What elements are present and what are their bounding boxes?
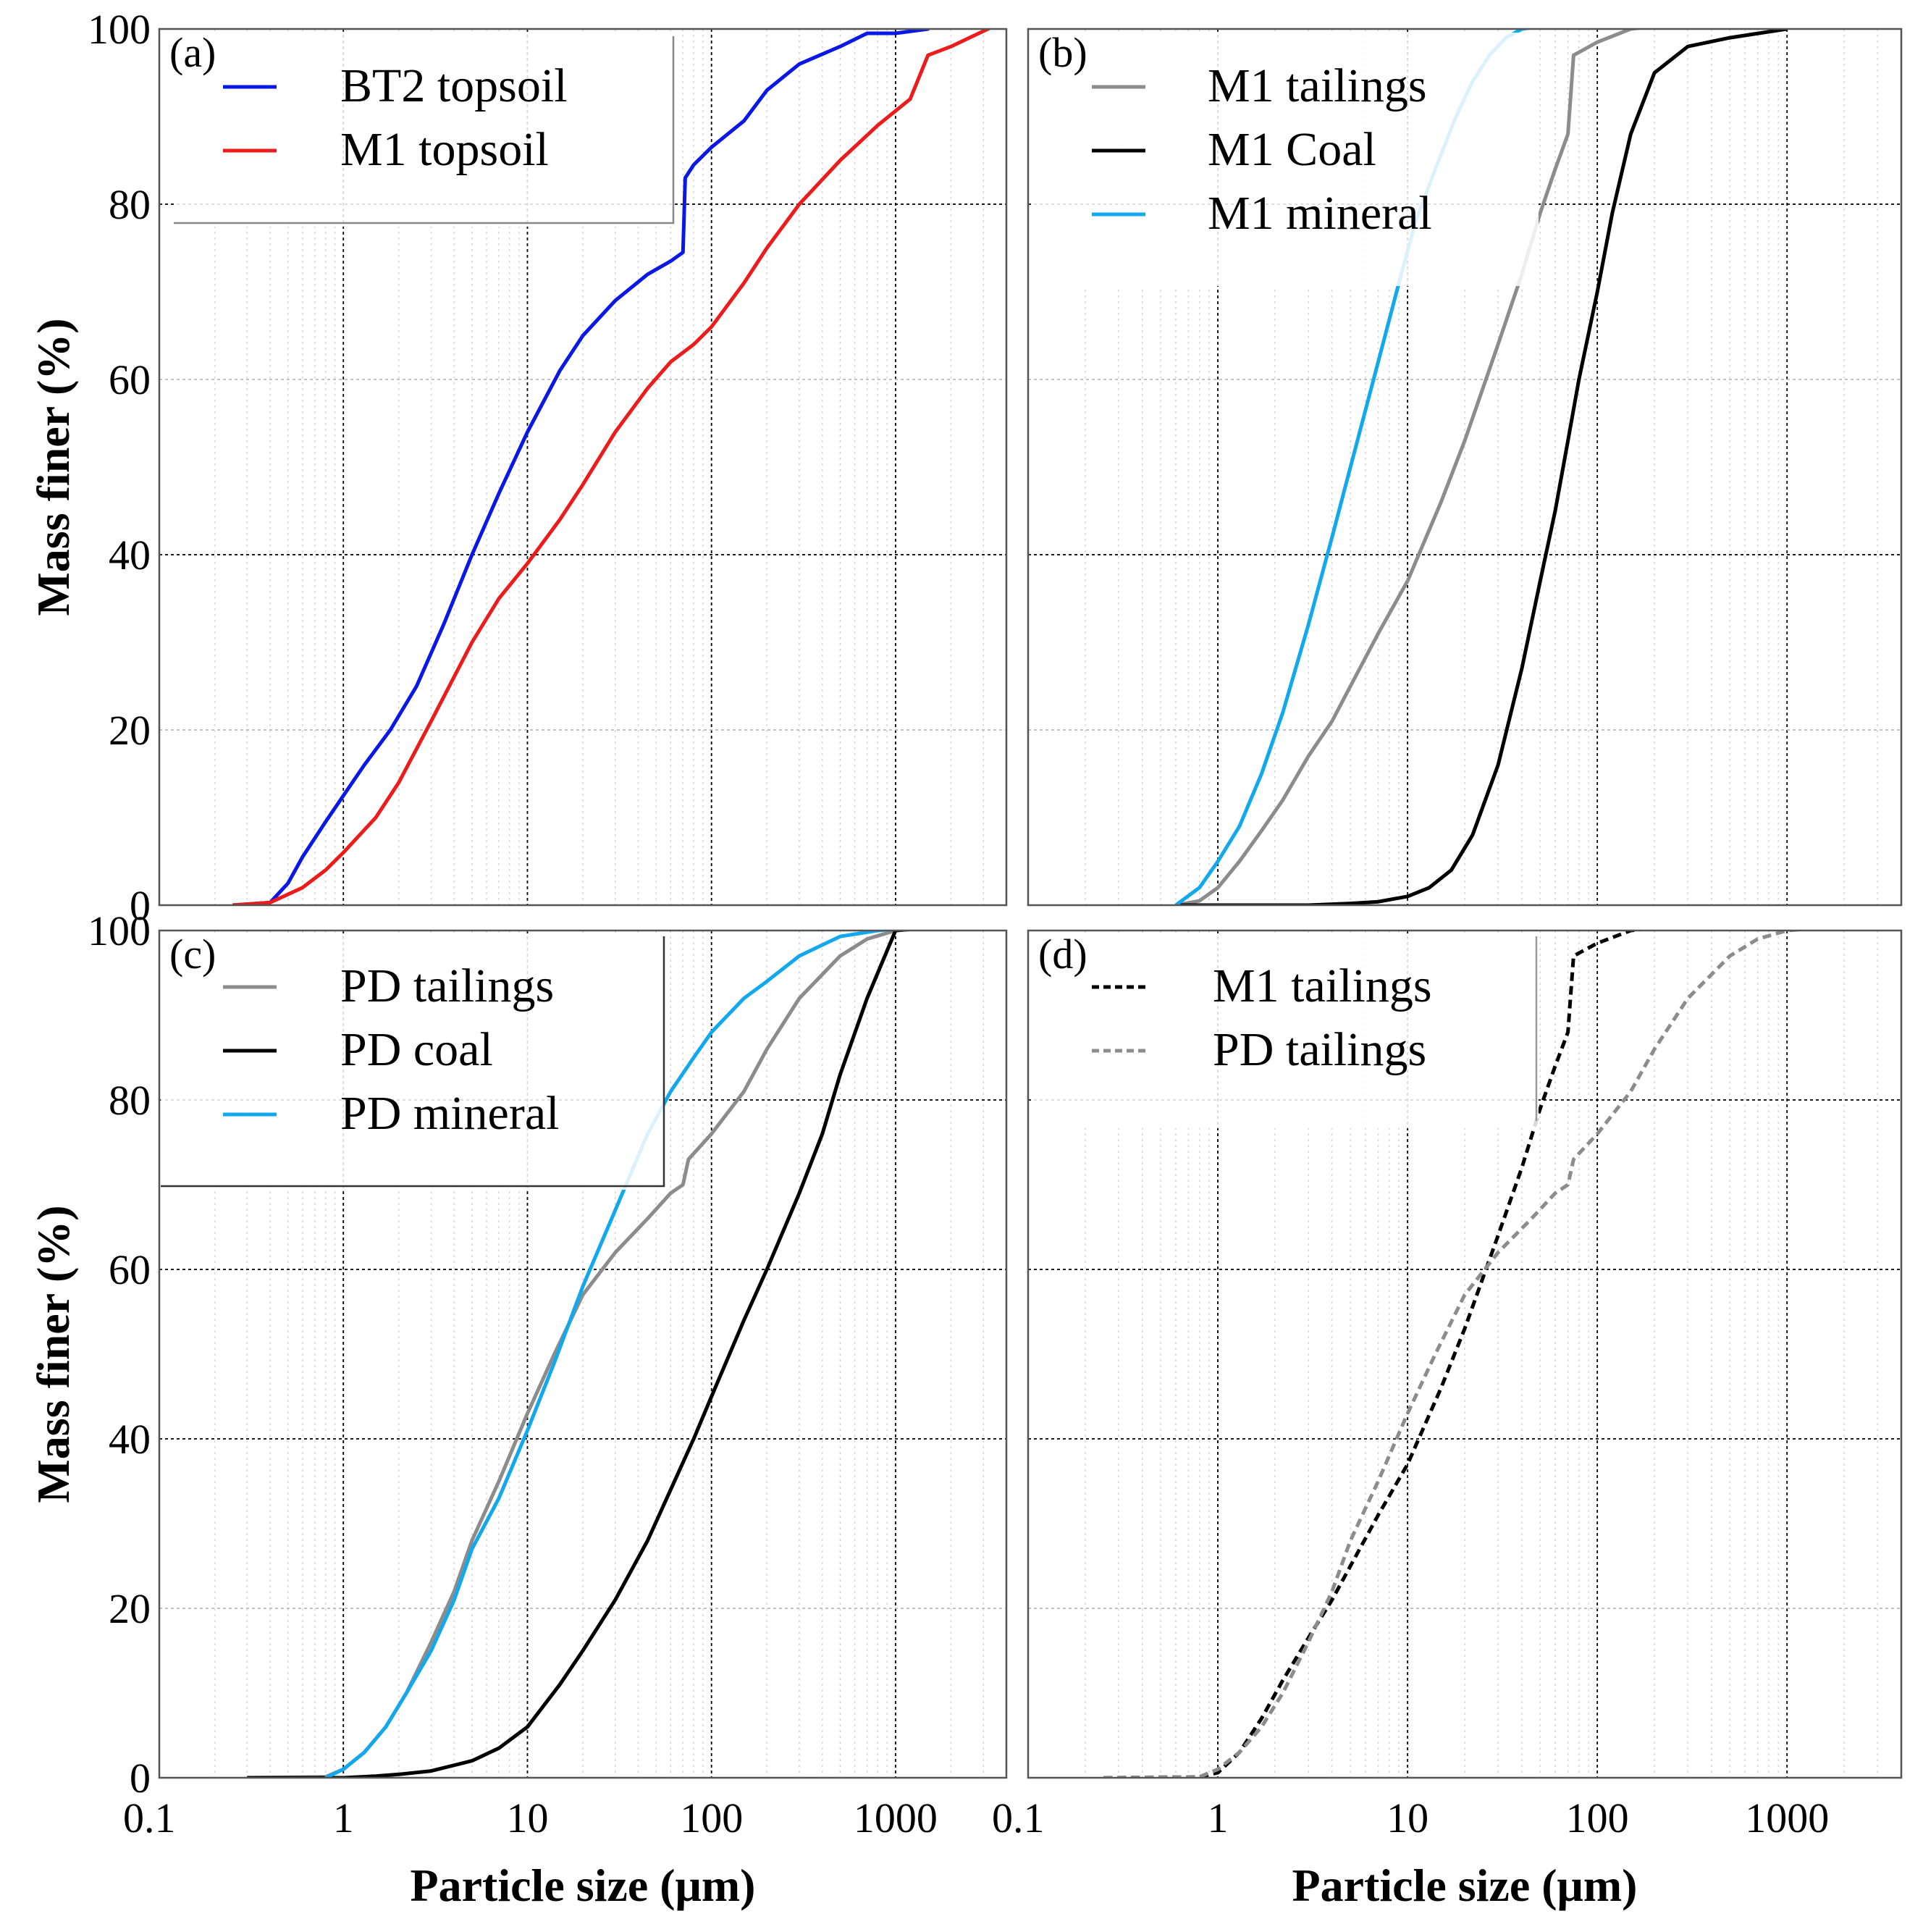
x-tick-label: 1 [333,1794,354,1841]
legend-label: PD tailings [1213,1023,1426,1076]
legend-label: PD tailings [340,959,554,1012]
legend-background [1032,936,1539,1128]
series-line-pd-tailings [1103,931,1812,1778]
legend-background [161,936,664,1190]
x-tick-label: 10 [506,1794,548,1841]
y-tick-label: 40 [109,532,151,579]
plot-frame [158,929,1008,1779]
x-tick-label: 1000 [854,1794,938,1841]
y-tick-label: 60 [109,1246,151,1293]
panel-a: BT2 topsoil M1 topsoil (a) 0 20 40 60 80 100 [88,6,1008,929]
panel-c: PD tailings PD coal PD mineral (c) 0 20 40 60 80… [88,907,1008,1841]
y-tick-label: 20 [109,1585,151,1632]
x-tick-label: 100 [1566,1794,1629,1841]
plot-frame [1027,28,1903,907]
x-tick-label: 1000 [1745,1794,1829,1841]
x-tick-label: 10 [1387,1794,1428,1841]
y-tick-label: 100 [88,6,151,53]
series-line-m1-topsoil [232,29,993,905]
series-group [247,931,919,1778]
legend-label: M1 Coal [1208,123,1376,176]
legend-label: M1 tailings [1213,959,1432,1012]
legend-label: M1 tailings [1208,59,1427,112]
panel-d: M1 tailings PD tailings (d) 0.1 1 10 100 1000 [992,929,1903,1841]
x-tick-label: 0.1 [992,1794,1045,1841]
series-line-m1-coal [1175,29,1788,905]
x-axis-title-right: Particle size (μm) [1292,1860,1638,1911]
series-line-pd-coal [247,931,919,1778]
panel-label: (a) [169,29,216,76]
y-axis-title-top: Mass finer (%) [28,318,79,616]
plot-frame [158,28,1008,907]
series-line-pd-mineral [324,931,901,1778]
panel-label: (c) [169,931,216,978]
y-axis-title-bottom: Mass finer (%) [28,1205,79,1503]
y-tick-label: 0 [130,882,151,929]
x-tick-label: 1 [1208,1794,1229,1841]
legend-label: BT2 topsoil [340,59,568,112]
x-axis-title-left: Particle size (μm) [411,1860,756,1911]
legend-label: M1 topsoil [340,123,549,176]
y-tick-label: 60 [109,356,151,403]
y-tick-label: 100 [88,907,151,954]
series-group [1103,931,1812,1778]
panel-label: (d) [1038,931,1087,978]
x-tick-label: 0.1 [123,1794,176,1841]
legend-background [174,33,673,227]
y-tick-label: 40 [109,1416,151,1463]
panel-b: M1 tailings M1 Coal M1 mineral (b) [1027,28,1903,907]
series-line-bt2-topsoil [232,29,930,905]
y-tick-label: 80 [109,1077,151,1124]
plot-frame [1027,929,1903,1779]
series-line-m1-tailings [1175,29,1648,905]
legend-border [174,36,675,224]
legend-label: PD coal [340,1023,493,1076]
legend-label: M1 mineral [1208,187,1432,240]
panel-label: (b) [1038,29,1087,76]
y-tick-label: 80 [109,181,151,228]
y-tick-label: 0 [130,1755,151,1802]
x-tick-label: 100 [680,1794,743,1841]
y-tick-label: 20 [109,707,151,754]
legend-label: PD mineral [340,1087,559,1140]
legend-background [1032,33,1539,286]
legend-border [161,936,665,1188]
series-group [232,29,993,905]
series-line-m1-tailings [1103,931,1648,1778]
